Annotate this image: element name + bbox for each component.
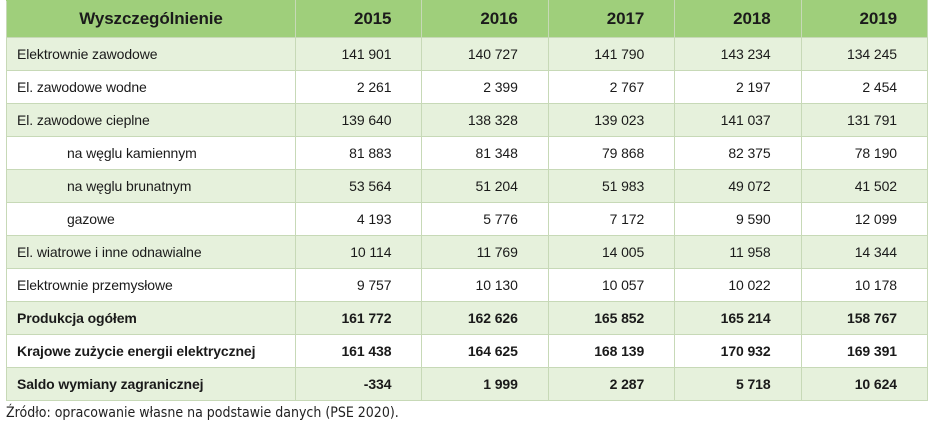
table-cell-value: 158 767 bbox=[800, 301, 928, 335]
table-cell-value: 14 005 bbox=[547, 235, 676, 269]
table-row: na węglu brunatnym 53 564 51 204 51 983 49 0… bbox=[6, 169, 928, 203]
table-cell-value: 14 344 bbox=[800, 235, 928, 269]
column-header-year: 2019 bbox=[800, 0, 928, 38]
column-header-year: 2018 bbox=[674, 0, 802, 38]
row-label: Saldo wymiany zagranicznej bbox=[6, 367, 296, 401]
energy-table: Wyszczególnienie 2015 2016 2017 2018 201… bbox=[6, 0, 928, 401]
table-cell-value: 141 901 bbox=[294, 37, 423, 71]
source-note: Źródło: opracowanie własne na podstawie … bbox=[6, 405, 399, 421]
table-cell-value: 2 767 bbox=[547, 70, 676, 104]
table-cell-value: 2 399 bbox=[421, 70, 549, 104]
table-cell-value: 11 769 bbox=[421, 235, 549, 269]
table-cell-value: 5 776 bbox=[421, 202, 549, 236]
table-cell-value: 51 983 bbox=[547, 169, 676, 203]
table-cell-value: 138 328 bbox=[421, 103, 549, 137]
table-cell-value: 11 958 bbox=[674, 235, 802, 269]
row-label: gazowe bbox=[6, 202, 296, 236]
data-table-container: Wyszczególnienie 2015 2016 2017 2018 201… bbox=[6, 0, 928, 401]
table-row: El. zawodowe wodne 2 261 2 399 2 767 2 197 2 … bbox=[6, 70, 928, 104]
table-cell-value: 165 852 bbox=[547, 301, 676, 335]
table-cell-value: 169 391 bbox=[800, 334, 928, 368]
table-row: Elektrownie zawodowe 141 901 140 727 141 79… bbox=[6, 37, 928, 71]
table-cell-value: 164 625 bbox=[421, 334, 549, 368]
row-label: na węglu kamiennym bbox=[6, 136, 296, 170]
table-cell-value: 9 590 bbox=[674, 202, 802, 236]
table-cell-value: 82 375 bbox=[674, 136, 802, 170]
table-body: Elektrownie zawodowe 141 901 140 727 141 79… bbox=[6, 37, 928, 401]
table-cell-value: 131 791 bbox=[800, 103, 928, 137]
row-label: El. wiatrowe i inne odnawialne bbox=[6, 235, 296, 269]
table-cell-value: 139 023 bbox=[547, 103, 676, 137]
table-cell-value: 81 883 bbox=[294, 136, 423, 170]
table-row: El. zawodowe cieplne 139 640 138 328 139 02… bbox=[6, 103, 928, 137]
table-cell-value: 49 072 bbox=[674, 169, 802, 203]
table-cell-value: 10 057 bbox=[547, 268, 676, 302]
table-header-row: Wyszczególnienie 2015 2016 2017 2018 201… bbox=[6, 0, 928, 38]
table-cell-value: 12 099 bbox=[800, 202, 928, 236]
column-header-label: Wyszczególnienie bbox=[6, 0, 296, 38]
table-cell-value: 170 932 bbox=[674, 334, 802, 368]
table-cell-value: 165 214 bbox=[674, 301, 802, 335]
row-label: Elektrownie zawodowe bbox=[6, 37, 296, 71]
row-label: Krajowe zużycie energii elektrycznej bbox=[6, 334, 296, 368]
table-cell-value: 162 626 bbox=[421, 301, 549, 335]
table-cell-value: 7 172 bbox=[547, 202, 676, 236]
table-cell-value: 78 190 bbox=[800, 136, 928, 170]
row-label: El. zawodowe wodne bbox=[6, 70, 296, 104]
table-cell-value: 4 193 bbox=[294, 202, 423, 236]
table-cell-value: 5 718 bbox=[674, 367, 802, 401]
row-label: El. zawodowe cieplne bbox=[6, 103, 296, 137]
table-cell-value: 10 130 bbox=[421, 268, 549, 302]
row-label: Produkcja ogółem bbox=[6, 301, 296, 335]
table-row: gazowe 4 193 5 776 7 172 9 590 12 099 bbox=[6, 202, 928, 236]
table-cell-value: 134 245 bbox=[800, 37, 928, 71]
table-cell-value: 140 727 bbox=[421, 37, 549, 71]
table-cell-value: 2 287 bbox=[547, 367, 676, 401]
table-cell-value: 51 204 bbox=[421, 169, 549, 203]
table-cell-value: 1 999 bbox=[421, 367, 549, 401]
table-row: Krajowe zużycie energii elektrycznej 161 … bbox=[6, 334, 928, 368]
table-cell-value: 9 757 bbox=[294, 268, 423, 302]
table-cell-value: 10 178 bbox=[800, 268, 928, 302]
table-cell-value: 141 790 bbox=[547, 37, 676, 71]
table-cell-value: 10 114 bbox=[294, 235, 423, 269]
table-row: Elektrownie przemysłowe 9 757 10 130 10 057… bbox=[6, 268, 928, 302]
table-cell-value: 139 640 bbox=[294, 103, 423, 137]
table-cell-value: 2 454 bbox=[800, 70, 928, 104]
row-label: na węglu brunatnym bbox=[6, 169, 296, 203]
table-cell-value: 53 564 bbox=[294, 169, 423, 203]
table-cell-value: -334 bbox=[294, 367, 423, 401]
table-cell-value: 10 624 bbox=[800, 367, 928, 401]
table-cell-value: 143 234 bbox=[674, 37, 802, 71]
table-cell-value: 141 037 bbox=[674, 103, 802, 137]
table-row: Produkcja ogółem 161 772 162 626 165 852 165… bbox=[6, 301, 928, 335]
table-cell-value: 2 261 bbox=[294, 70, 423, 104]
table-row: Saldo wymiany zagranicznej -334 1 999 2 287… bbox=[6, 367, 928, 401]
table-cell-value: 168 139 bbox=[547, 334, 676, 368]
table-cell-value: 161 772 bbox=[294, 301, 423, 335]
column-header-year: 2015 bbox=[294, 0, 423, 38]
column-header-year: 2016 bbox=[421, 0, 549, 38]
table-cell-value: 41 502 bbox=[800, 169, 928, 203]
table-row: na węglu kamiennym 81 883 81 348 79 868 82 3… bbox=[6, 136, 928, 170]
table-row: El. wiatrowe i inne odnawialne 10 114 11 7… bbox=[6, 235, 928, 269]
column-header-year: 2017 bbox=[547, 0, 676, 38]
table-cell-value: 81 348 bbox=[421, 136, 549, 170]
table-cell-value: 161 438 bbox=[294, 334, 423, 368]
table-cell-value: 2 197 bbox=[674, 70, 802, 104]
table-cell-value: 10 022 bbox=[674, 268, 802, 302]
table-cell-value: 79 868 bbox=[547, 136, 676, 170]
row-label: Elektrownie przemysłowe bbox=[6, 268, 296, 302]
